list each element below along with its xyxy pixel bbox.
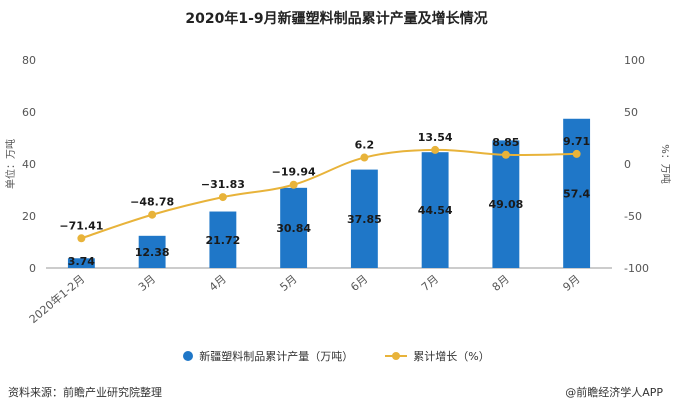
y2-tick-label: -100 (624, 262, 649, 275)
x-tick-label: 5月 (277, 272, 299, 294)
bar (421, 152, 449, 268)
y-tick-label: 40 (22, 158, 36, 171)
bar (350, 169, 378, 268)
growth-value-label: 8.85 (492, 136, 519, 149)
growth-value-label: 6.2 (355, 139, 375, 152)
x-tick-label: 4月 (207, 272, 229, 294)
legend-bar-swatch (183, 351, 194, 361)
y2-tick-label: 100 (624, 54, 645, 67)
growth-value-label: −19.94 (272, 166, 316, 179)
bar-value-label: 21.72 (205, 234, 240, 247)
brand-note: @前瞻经济学人APP (565, 386, 663, 399)
growth-value-label: 13.54 (418, 131, 453, 144)
bar (563, 118, 591, 268)
x-tick-label: 2020年1-2月 (26, 272, 87, 326)
y2-tick-label: -50 (624, 210, 642, 223)
growth-point (148, 210, 157, 219)
bar-value-label: 37.85 (347, 213, 382, 226)
bar (67, 258, 95, 268)
legend-line-swatch (385, 351, 408, 361)
legend-item-production: 新疆塑料制品累计产量（万吨） (183, 348, 353, 364)
y-tick-label: 20 (22, 210, 36, 223)
bar (138, 235, 166, 268)
chart-title: 2020年1-9月新疆塑料制品累计产量及增长情况 (185, 11, 488, 27)
y2-tick-label: 50 (624, 106, 638, 119)
growth-value-label: 9.71 (563, 135, 590, 148)
x-tick-label: 8月 (490, 272, 512, 294)
legend-label-production: 新疆塑料制品累计产量（万吨） (199, 350, 354, 363)
bar (209, 211, 237, 268)
bar-value-label: 44.54 (418, 204, 453, 217)
legend-label-growth: 累计增长（%） (413, 350, 490, 363)
bar (280, 187, 308, 268)
y-tick-label: 0 (29, 262, 36, 275)
y-tick-label: 60 (22, 106, 36, 119)
y2-tick-label: 0 (624, 158, 631, 171)
bar-value-label: 30.84 (276, 222, 311, 235)
x-tick-label: 7月 (419, 272, 441, 294)
legend: 新疆塑料制品累计产量（万吨） 累计增长（%） (0, 348, 673, 364)
growth-point (360, 153, 369, 162)
x-tick-label: 3月 (136, 272, 158, 294)
growth-point (431, 145, 440, 154)
bar (492, 140, 520, 268)
bar-value-label: 3.74 (68, 255, 95, 268)
growth-point (289, 180, 298, 189)
growth-value-label: −71.41 (59, 219, 103, 232)
bar-value-label: 57.4 (563, 187, 590, 200)
growth-point (77, 234, 86, 243)
bar-value-label: 12.38 (135, 246, 170, 259)
y2-axis-title: %：万吨 (659, 144, 672, 184)
growth-point (218, 193, 227, 202)
growth-line (81, 148, 577, 240)
growth-value-label: −31.83 (201, 178, 245, 191)
y-tick-label: 80 (22, 54, 36, 67)
combo-chart: 0 20 40 60 80 -100 -50 0 50 100 单位：万吨 %：万吨 3.74 12.38… (4, 54, 672, 326)
growth-point (572, 149, 581, 158)
x-tick-label: 6月 (348, 272, 370, 294)
growth-value-label: −48.78 (130, 196, 174, 209)
legend-item-growth: 累计增长（%） (385, 348, 490, 364)
y-axis-title: 单位：万吨 (4, 139, 17, 189)
source-note: 资料来源：前瞻产业研究院整理 (8, 386, 162, 399)
x-tick-label: 9月 (560, 272, 582, 294)
bar-value-label: 49.08 (488, 198, 523, 211)
growth-point (501, 150, 510, 159)
